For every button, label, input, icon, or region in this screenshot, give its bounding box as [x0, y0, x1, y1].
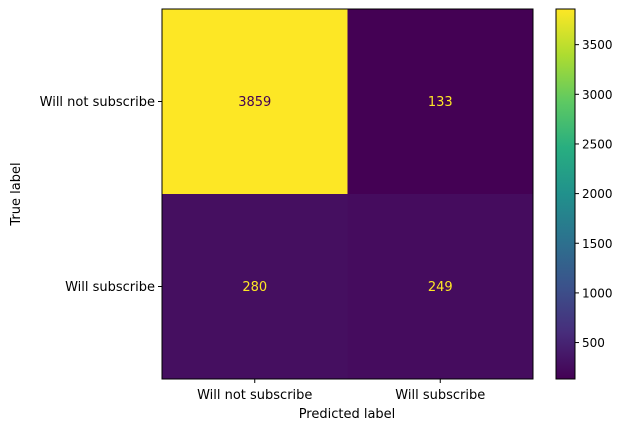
colorbar-tick-label: 3000 [582, 88, 613, 102]
x-axis-ticks: Will not subscribe Will subscribe [197, 379, 485, 403]
y-axis-ticks: Will not subscribe Will subscribe [40, 95, 162, 295]
cell-value-label: 249 [428, 280, 453, 295]
cell-value-label: 280 [242, 280, 267, 295]
y-tick-label: Will not subscribe [40, 95, 155, 110]
cell-value-label: 133 [428, 95, 453, 110]
heatmap-cell [162, 194, 348, 380]
heatmap-cells [162, 9, 534, 380]
colorbar-tick-label: 2000 [582, 187, 613, 201]
heatmap-cell [347, 194, 534, 380]
heatmap-cell-labels: 3859 133 280 249 [238, 95, 452, 295]
colorbar-tick-label: 1000 [582, 286, 613, 300]
x-axis-label: Predicted label [299, 407, 396, 422]
cell-value-label: 3859 [238, 95, 271, 110]
colorbar-tick-label: 2500 [582, 137, 613, 151]
colorbar [555, 8, 576, 380]
heatmap-cell [162, 9, 348, 195]
y-axis-label: True label [9, 162, 24, 226]
plot-frame [161, 8, 534, 380]
colorbar-ticks: 500 1000 1500 2000 2500 3000 3500 [575, 38, 613, 350]
colorbar-tick-label: 1500 [582, 237, 613, 251]
y-tick-label: Will subscribe [65, 280, 155, 295]
heatmap-cell [347, 9, 534, 195]
colorbar-tick-label: 500 [582, 336, 605, 350]
x-tick-label: Will not subscribe [197, 388, 312, 403]
x-tick-label: Will subscribe [395, 388, 485, 403]
colorbar-tick-label: 3500 [582, 38, 613, 52]
